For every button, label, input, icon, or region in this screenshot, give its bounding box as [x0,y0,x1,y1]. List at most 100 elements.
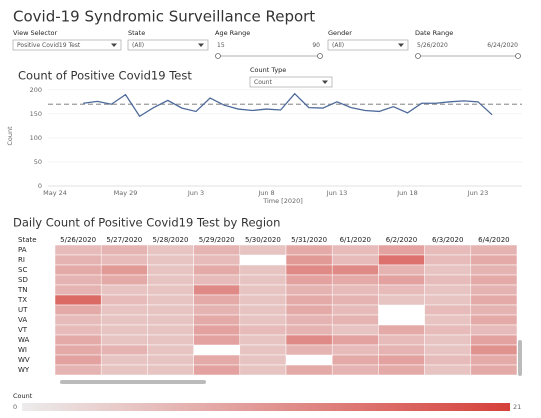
x-tick-label: Jun 8 [257,189,274,197]
heat-cell [239,304,287,316]
line-series [83,92,493,118]
column-header: 5/31/2020 [291,236,327,244]
heat-cell [193,254,241,266]
count-type-dropdown[interactable] [249,76,333,88]
row-label: PA [18,246,27,254]
heat-cell [54,284,102,296]
heat-cell [285,264,333,276]
column-header: 6/3/2020 [432,236,463,244]
heat-cell [470,284,518,296]
heat-cell [470,244,518,256]
filter-dropdown[interactable] [327,39,409,51]
heat-cell [239,344,287,356]
heat-cell [424,344,472,356]
heat-cell [147,344,194,356]
heat-cell [147,304,194,316]
heat-cell [470,264,518,276]
slider-handle[interactable] [415,53,421,59]
heat-cell [378,254,425,266]
heat-cell [378,364,425,376]
heat-cell [147,284,194,296]
heat-cell [424,334,472,346]
filter-value: (All) [132,42,144,49]
legend-max: 21 [513,403,521,411]
heat-cell [285,304,333,316]
heat-cell [424,324,472,336]
heat-cell [285,294,333,306]
slider-handle[interactable] [515,53,521,59]
heat-cell [100,284,148,296]
x-axis-title: Time [2020] [262,197,303,205]
heat-cell [424,294,472,306]
heat-cell [54,294,102,306]
line-chart-title: Count of Positive Covid19 Test [18,69,192,83]
heat-cell [331,314,379,326]
heat-cell [147,354,194,366]
heatmap-title: Daily Count of Positive Covid19 Test by … [13,216,280,230]
y-tick-label: 200 [30,86,42,94]
heat-cell [147,324,194,336]
heat-cell [331,304,379,316]
filter-label: Age Range [215,29,250,37]
heat-cell [424,304,472,316]
filter-start: 5/26/2020 [417,42,448,49]
heat-cell [331,354,379,366]
heat-cell [470,344,518,356]
dropdown-arrow [111,43,117,47]
heat-cell [285,274,333,286]
slider-handle[interactable] [317,53,323,59]
horizontal-scrollbar[interactable] [60,380,206,384]
filter-label: Date Range [415,29,453,37]
heat-cell [470,254,518,266]
row-label: UT [18,306,28,314]
count-type-value: Count [254,79,272,86]
heat-cell [193,284,241,296]
heat-cell [147,314,194,326]
heat-cell [100,244,148,256]
heat-cell [331,344,379,356]
column-header: 5/27/2020 [106,236,142,244]
heat-cell [147,264,194,276]
heat-cell [100,274,148,286]
heat-cell [239,294,287,306]
filter-dropdown[interactable] [12,39,122,51]
x-tick-label: May 24 [43,189,67,197]
heat-cell [193,294,241,306]
legend-min: 0 [13,403,17,411]
heat-cell [331,364,379,376]
heat-cell [239,324,287,336]
heat-cell [147,334,194,346]
heat-cell [424,284,472,296]
filter-dropdown[interactable] [127,39,209,51]
row-label: SC [18,266,27,274]
heat-cell [470,364,518,376]
column-header: 6/1/2020 [340,236,371,244]
heat-cell [54,344,102,356]
heat-cell [193,264,241,276]
heat-cell [100,294,148,306]
heat-cell [54,304,102,316]
heat-cell [147,274,194,286]
heat-cell [285,254,333,266]
heat-cell [54,354,102,366]
heat-cell [331,324,379,336]
legend-title: Count [13,392,33,400]
heat-cell [378,244,425,256]
heat-cell [100,314,148,326]
slider-handle[interactable] [215,53,221,59]
column-header: 5/28/2020 [153,236,189,244]
dropdown-arrow [198,43,204,47]
vertical-scrollbar[interactable] [518,340,522,376]
heat-cell [100,264,148,276]
heat-cell [331,274,379,286]
heat-cell [100,354,148,366]
heat-cell [193,334,241,346]
dropdown-arrow [398,43,404,47]
heat-cell [470,334,518,346]
heat-cell [331,284,379,296]
row-label: SD [18,276,28,284]
y-tick-label: 150 [30,110,42,118]
heat-cell [239,354,287,366]
heat-cell [100,334,148,346]
filter-label: Gender [328,29,352,37]
